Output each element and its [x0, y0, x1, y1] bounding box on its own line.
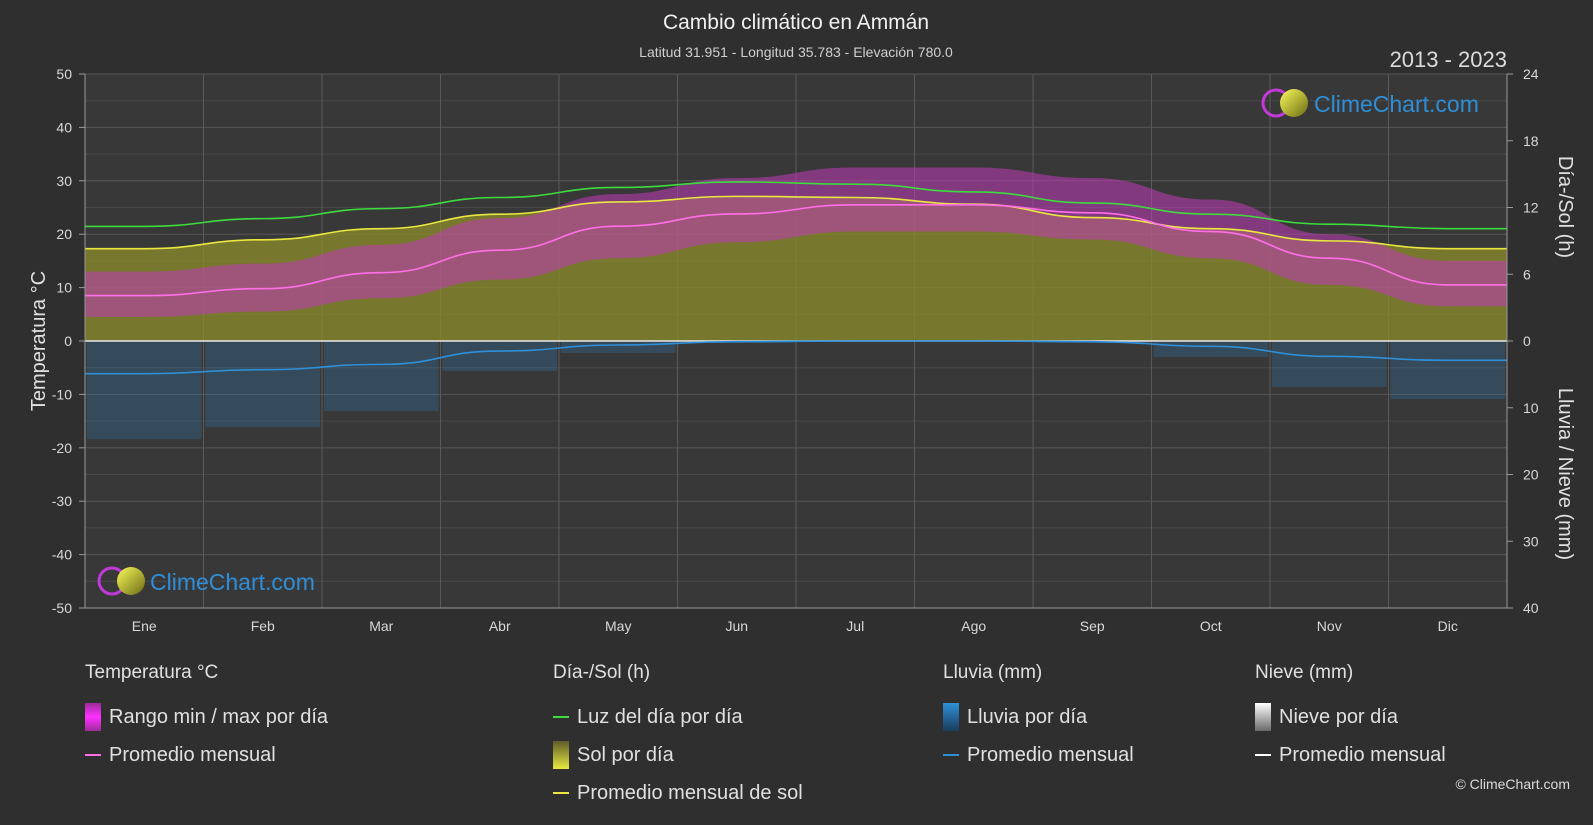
legend-label: Promedio mensual de sol [577, 781, 803, 804]
chart-subtitle: Latitud 31.951 - Longitud 35.783 - Eleva… [639, 44, 953, 60]
y-tick-label-left: -10 [52, 386, 72, 402]
x-tick-label: Jun [725, 618, 748, 634]
legend-swatch [943, 754, 959, 756]
rain-average-line [85, 340, 1507, 375]
x-tick-label: Mar [369, 618, 393, 634]
x-tick-label: May [605, 618, 631, 634]
y-tick-label-right-top: 12 [1523, 200, 1539, 216]
legend-item: Nieve por día [1255, 698, 1446, 736]
legend-group: Nieve (mm) Nieve por día Promedio mensual [1255, 662, 1446, 774]
legend-item: Rango min / max por día [85, 698, 328, 736]
copyright-text: © ClimeChart.com [1455, 776, 1570, 792]
x-tick-label: Ene [132, 618, 157, 634]
legend-item: Lluvia por día [943, 698, 1134, 736]
y-tick-label-left: 30 [56, 173, 72, 189]
legend-label: Nieve por día [1279, 705, 1398, 728]
legend-label: Sol por día [577, 743, 674, 766]
x-tick-label: Ago [961, 618, 986, 634]
legend-item: Luz del día por día [553, 698, 803, 736]
y-axis-right-bottom-label: Lluvia / Nieve (mm) [1554, 388, 1576, 560]
rain-bar [442, 341, 557, 372]
legend-group-title: Lluvia (mm) [943, 662, 1043, 683]
x-tick-label: Jul [846, 618, 864, 634]
y-axis-left-label: Temperatura °C [28, 271, 50, 411]
y-tick-label-left: -20 [52, 440, 72, 456]
legend-swatch [85, 754, 101, 756]
rain-bar [87, 341, 202, 440]
legend-group-title: Día-/Sol (h) [553, 662, 651, 683]
legend-label: Lluvia por día [967, 705, 1088, 728]
rain-bar [205, 341, 320, 428]
legend-label: Promedio mensual [109, 743, 276, 766]
y-tick-label-left: -30 [52, 493, 72, 509]
legend-label: Rango min / max por día [109, 705, 328, 728]
series-lines [84, 181, 1507, 375]
legend-item: Promedio mensual de sol [553, 774, 803, 812]
legend-group: Día-/Sol (h) Luz del día por día Sol por d… [553, 662, 803, 812]
y-tick-label-right-bottom: 10 [1523, 400, 1539, 416]
legend-swatch [1255, 703, 1271, 731]
legend-group-title: Temperatura °C [85, 662, 219, 683]
x-tick-label: Sep [1080, 618, 1105, 634]
y-tick-label-right-top: 18 [1523, 133, 1539, 149]
brand-logo-bottom: ClimeChart.com [97, 566, 315, 596]
brand-logo-top: ClimeChart.com [1261, 88, 1479, 118]
rain-bar [1390, 341, 1505, 400]
legend-swatch [553, 716, 569, 718]
legend-swatch [553, 741, 569, 769]
x-tick-label: Feb [251, 618, 275, 634]
legend-label: Promedio mensual [1279, 743, 1446, 766]
y-tick-label-left: -40 [52, 547, 72, 563]
rain-bars [87, 341, 1505, 440]
y-tick-label-right-bottom: 20 [1523, 467, 1539, 483]
period-label: 2013 - 2023 [1390, 47, 1507, 72]
legend-item: Promedio mensual [85, 736, 328, 774]
daylight-line [85, 181, 1507, 230]
axes: 50 40 30 20 10 0 -10 -20 -30 -40 -50 24 18 12 6 0 10 20 30… [52, 66, 1539, 634]
logo-sun-icon [117, 567, 145, 595]
y-tick-label-right-top: 24 [1523, 66, 1539, 82]
legend-swatch [85, 703, 101, 731]
temperature-average-line [84, 204, 1507, 297]
y-tick-label-left: 50 [56, 66, 72, 82]
logo-sun-icon [1280, 89, 1308, 117]
legend-label: Luz del día por día [577, 705, 743, 728]
y-tick-label-right-bottom: 40 [1523, 600, 1539, 616]
x-tick-label: Abr [489, 618, 511, 634]
legend-swatch [553, 792, 569, 794]
brand-text-top: ClimeChart.com [1314, 91, 1479, 117]
legend-item: Sol por día [553, 736, 803, 774]
legend-swatch [1255, 754, 1271, 756]
y-tick-label-right-top: 6 [1523, 266, 1531, 282]
y-tick-label-left: 20 [56, 226, 72, 242]
legend-group: Lluvia (mm) Lluvia por día Promedio mensua… [943, 662, 1134, 774]
x-tick-label: Oct [1200, 618, 1222, 634]
y-tick-label-left: 0 [64, 333, 72, 349]
y-axis-right-top-label: Día-/Sol (h) [1554, 156, 1576, 258]
legend-item: Promedio mensual [1255, 736, 1446, 774]
y-tick-label-right-bottom: 30 [1523, 533, 1539, 549]
rain-bar [324, 341, 439, 412]
legend-group-title: Nieve (mm) [1255, 662, 1354, 683]
x-tick-label: Dic [1438, 618, 1458, 634]
y-tick-label-right-top: 0 [1523, 333, 1531, 349]
legend-item: Promedio mensual [943, 736, 1134, 774]
y-tick-label-left: 10 [56, 280, 72, 296]
legend-group: Temperatura °C Rango min / max por día Pro… [85, 662, 328, 774]
y-tick-label-left: 40 [56, 119, 72, 135]
chart-title: Cambio climático en Ammán [663, 11, 929, 34]
legend-label: Promedio mensual [967, 743, 1134, 766]
x-tick-label: Nov [1317, 618, 1342, 634]
legend-swatch [943, 703, 959, 731]
brand-text-bottom: ClimeChart.com [150, 569, 315, 595]
rain-bar [1272, 341, 1387, 388]
temperature-range-band [85, 167, 1507, 317]
sun-average-line [84, 195, 1507, 250]
filled-areas [85, 167, 1507, 341]
y-tick-label-left: -50 [52, 600, 72, 616]
